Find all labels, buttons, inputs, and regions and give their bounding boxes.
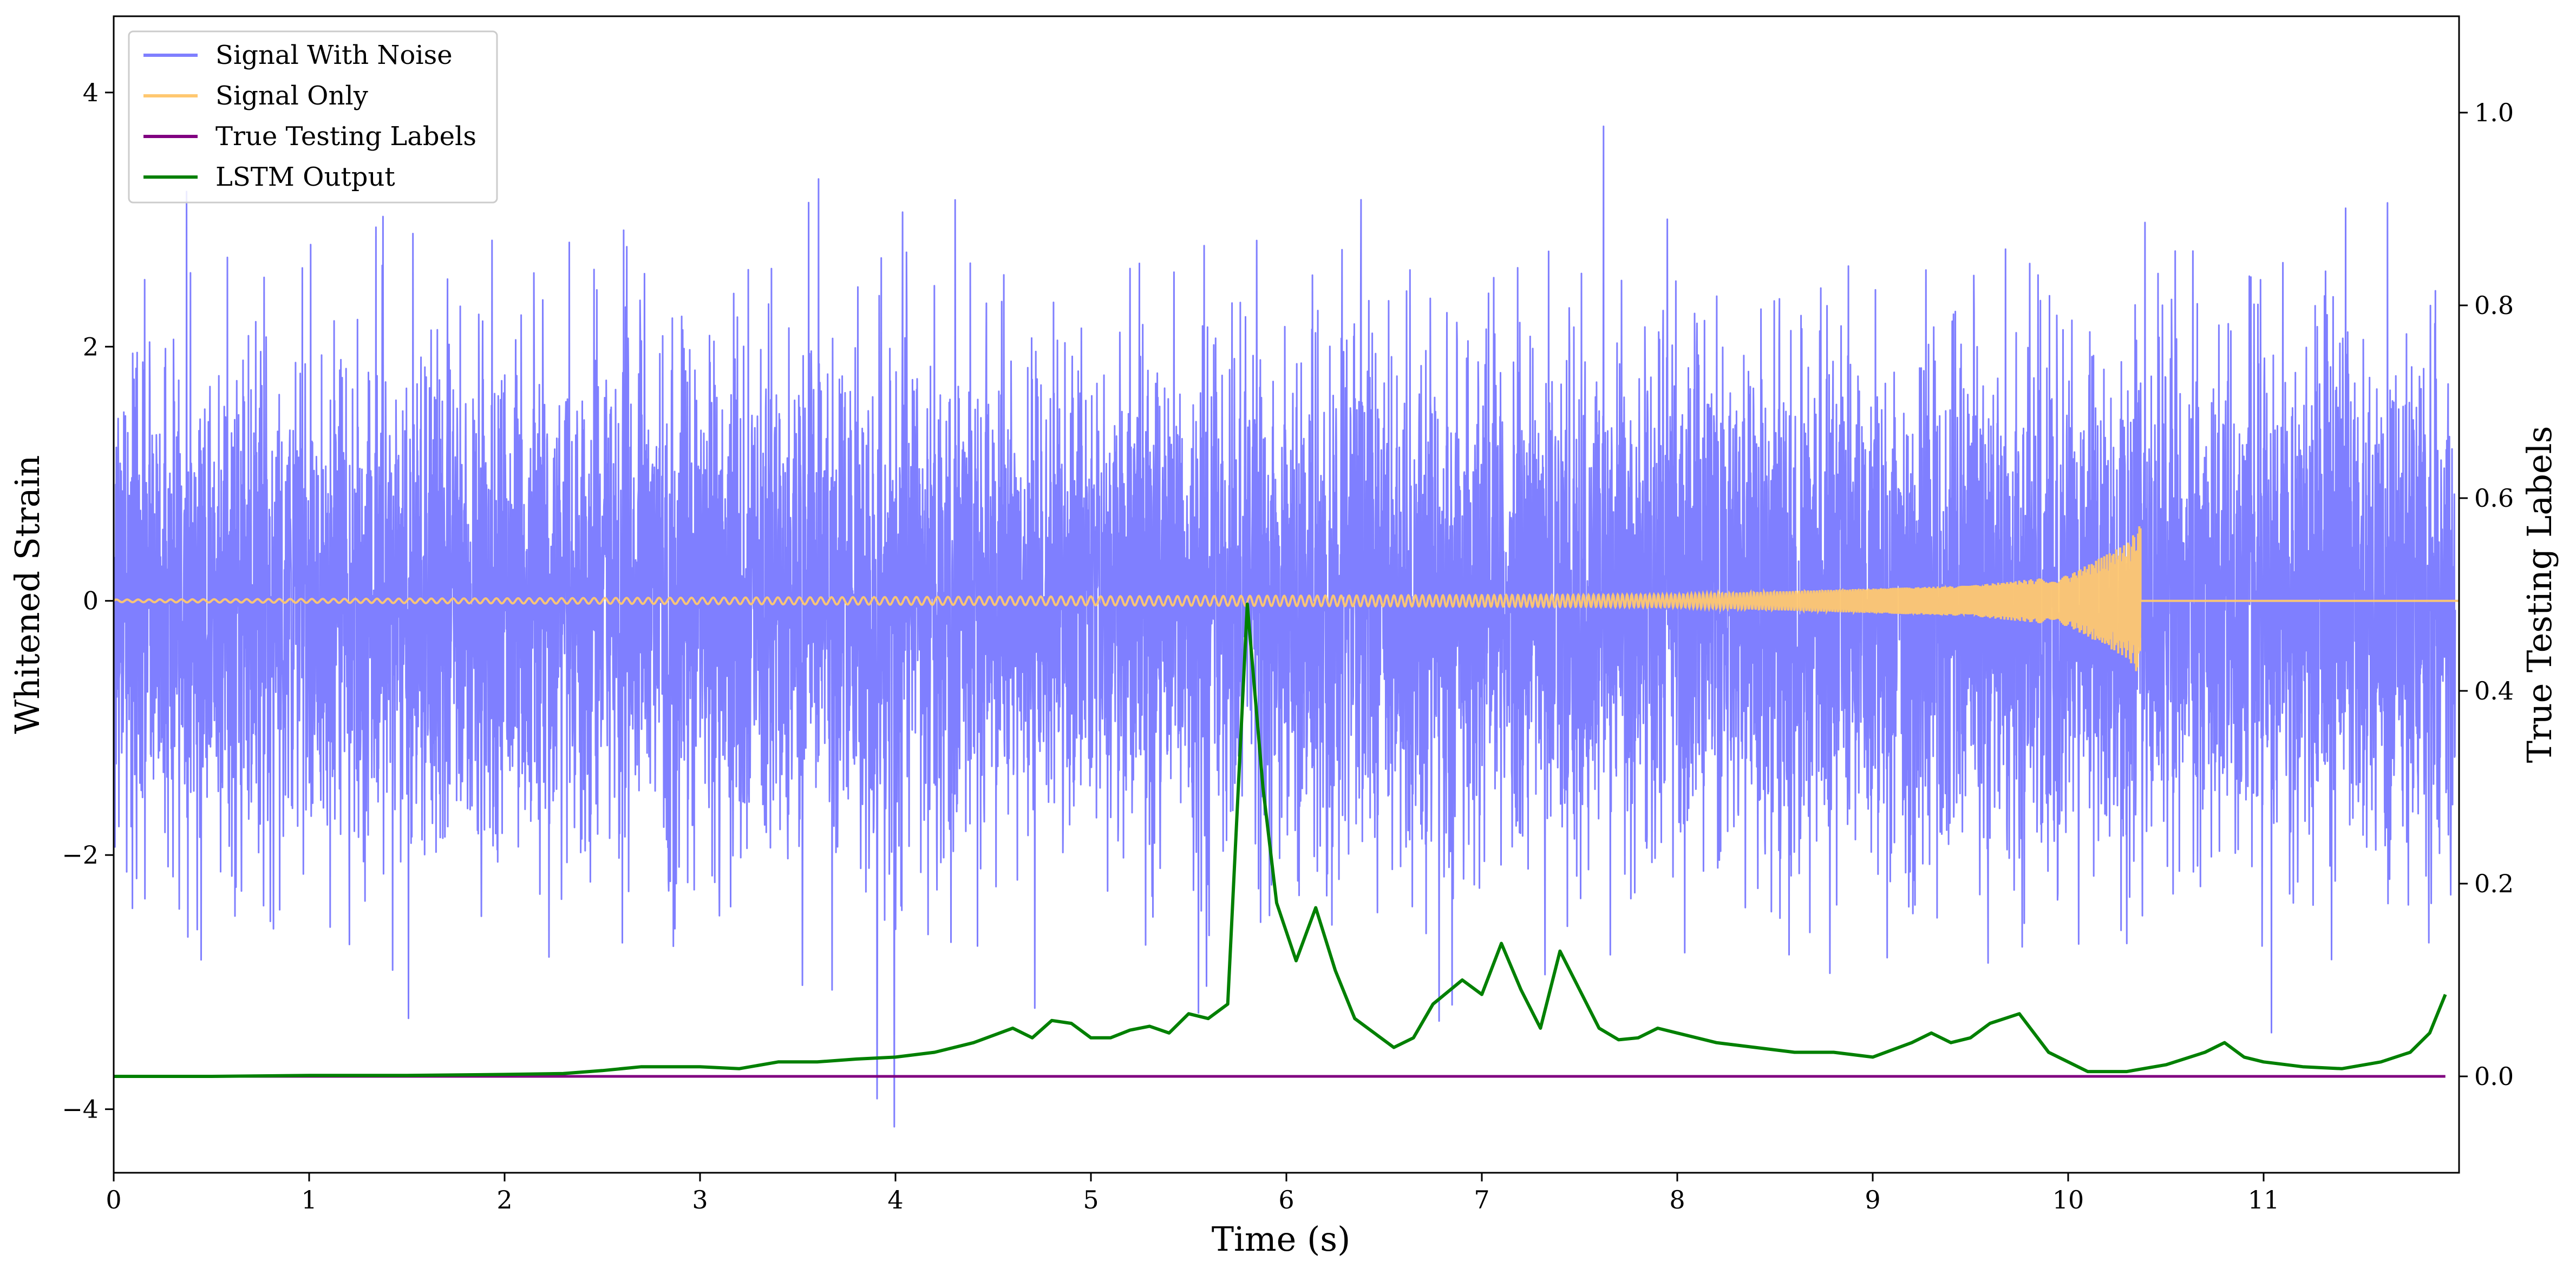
x-tick-label: 3: [692, 1185, 708, 1214]
y-left-tick-label: 0: [83, 586, 99, 616]
x-tick-label: 0: [106, 1185, 121, 1214]
x-tick-label: 10: [2052, 1185, 2084, 1214]
x-axis: 0 1 2 3 4 5 6 7 8 9 10 11: [106, 1173, 2279, 1214]
legend-label-true-testing-labels: True Testing Labels: [215, 121, 476, 152]
y-left-tick-label: 4: [83, 78, 99, 107]
x-tick-label: 8: [1669, 1185, 1685, 1214]
legend: Signal With Noise Signal Only True Testi…: [128, 30, 498, 204]
signal-with-noise-series: [113, 125, 2456, 1128]
y-axis-left-title: Whitened Strain: [8, 455, 47, 734]
legend-label-lstm-output: LSTM Output: [215, 162, 395, 192]
x-tick-label: 2: [496, 1185, 512, 1214]
signal-only-series: [113, 526, 2459, 671]
x-tick-label: 11: [2248, 1185, 2280, 1214]
legend-box: [128, 30, 498, 204]
x-tick-label: 4: [887, 1185, 903, 1214]
y-right-tick-label: 0.6: [2474, 484, 2514, 513]
x-tick-label: 6: [1278, 1185, 1294, 1214]
y-left-tick-label: 2: [83, 332, 99, 361]
y-right-tick-label: 0.2: [2474, 869, 2514, 898]
legend-label-signal-only: Signal Only: [215, 81, 368, 111]
plot-area: [113, 16, 2459, 1173]
x-tick-label: 1: [301, 1185, 317, 1214]
y-right-tick-label: 0.0: [2474, 1062, 2514, 1091]
signal-only-line: [113, 526, 2459, 671]
x-tick-label: 7: [1474, 1185, 1489, 1214]
lstm-output-line: [114, 602, 2447, 1078]
y-axis-left: −4 −2 0 2 4: [62, 78, 114, 1124]
y-left-tick-label: −2: [62, 840, 99, 870]
y-right-tick-label: 0.4: [2474, 676, 2514, 705]
y-left-tick-label: −4: [62, 1095, 99, 1124]
legend-label-signal-with-noise: Signal With Noise: [215, 40, 453, 70]
x-axis-title: Time (s): [1212, 1219, 1351, 1259]
y-axis-right-title: True Testing Labels: [2520, 426, 2559, 763]
signal-with-noise-line: [113, 125, 2456, 1128]
y-axis-right: 0.0 0.2 0.4 0.6 0.8 1.0: [2459, 98, 2514, 1091]
lstm-output-series: [114, 602, 2447, 1078]
y-right-tick-label: 1.0: [2474, 98, 2514, 127]
x-tick-label: 5: [1083, 1185, 1099, 1214]
y-right-tick-label: 0.8: [2474, 291, 2514, 320]
x-tick-label: 9: [1865, 1185, 1880, 1214]
